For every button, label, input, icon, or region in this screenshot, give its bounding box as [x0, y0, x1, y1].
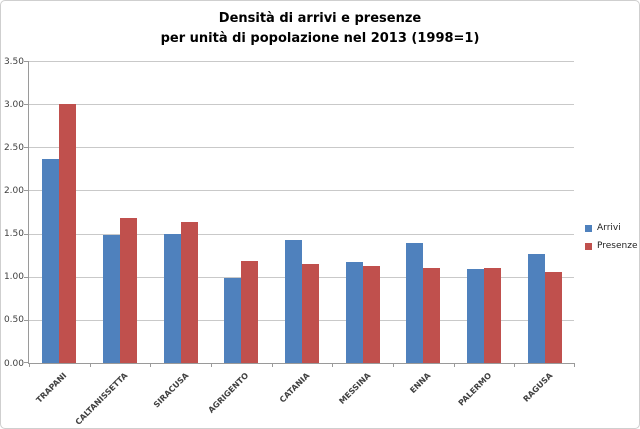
bar-presenze-messina: [362, 266, 380, 363]
x-axis-tick-0: [29, 363, 30, 367]
y-axis-tick-2.00: [24, 190, 29, 192]
y-axis-tick-0.50: [24, 319, 29, 321]
x-axis-tick-5: [332, 363, 334, 367]
bar-arrivi-siracusa: [163, 234, 181, 363]
bar-arrivi-palermo: [466, 268, 484, 363]
gridline-3.00: [29, 104, 574, 106]
chart-title: Densità di arrivi e presenze per unità d…: [1, 9, 639, 49]
bar-group-messina: [332, 62, 393, 363]
y-tick-label-3.50: 3.50: [3, 56, 24, 67]
bar-arrivi-trapani: [42, 159, 60, 363]
legend: Arrivi Presenze: [585, 223, 638, 259]
y-tick-label-0.50: 0.50: [3, 315, 24, 326]
bar-presenze-agrigento: [241, 261, 259, 363]
x-axis-tick-9: [574, 363, 575, 367]
y-axis-tick-3.50: [24, 61, 29, 62]
legend-item-presenze: Presenze: [585, 241, 638, 251]
legend-swatch-arrivi: [585, 224, 592, 232]
x-axis-tick-6: [393, 363, 394, 367]
y-axis-tick-1.00: [24, 276, 29, 278]
y-axis-tick-1.50: [24, 233, 29, 235]
bar-arrivi-agrigento: [224, 278, 242, 363]
x-tick-label-trapani: TRAPANI: [34, 371, 69, 405]
gridline-1.50: [29, 233, 574, 235]
legend-label-presenze: Presenze: [597, 241, 638, 251]
y-tick-label-1.50: 1.50: [3, 229, 24, 240]
bar-presenze-siracusa: [180, 221, 198, 363]
bar-group-enna: [393, 62, 454, 363]
y-tick-label-0.00: 0.00: [3, 358, 24, 369]
gridline-2.50: [29, 147, 574, 149]
y-axis-tick-2.50: [24, 147, 29, 149]
gridline-2.00: [29, 190, 574, 192]
chart-title-line2: per unità di popolazione nel 2013 (1998=…: [160, 31, 480, 46]
x-axis-tick-1: [89, 363, 91, 367]
y-tick-label-3.00: 3.00: [3, 99, 24, 110]
bar-presenze-palermo: [483, 268, 501, 363]
bar-presenze-trapani: [59, 104, 77, 363]
bar-arrivi-enna: [406, 243, 424, 363]
bar-group-palermo: [454, 62, 515, 363]
x-axis-tick-3: [211, 363, 212, 367]
bar-presenze-enna: [423, 268, 441, 363]
y-axis-tick-0.00: [24, 362, 29, 363]
legend-label-arrivi: Arrivi: [597, 223, 621, 233]
bar-group-ragusa: [514, 62, 575, 363]
legend-item-arrivi: Arrivi: [585, 223, 638, 233]
x-axis-tick-4: [271, 363, 273, 367]
chart-title-line1: Densità di arrivi e presenze: [218, 11, 422, 26]
bar-presenze-ragusa: [544, 272, 562, 363]
bar-group-caltanissetta: [90, 62, 151, 363]
legend-swatch-presenze: [585, 242, 592, 250]
bar-presenze-catania: [301, 263, 319, 363]
bar-arrivi-catania: [284, 239, 302, 363]
bar-arrivi-messina: [345, 262, 363, 363]
bar-arrivi-caltanissetta: [102, 235, 120, 363]
bar-group-trapani: [29, 62, 90, 363]
bar-group-siracusa: [150, 62, 211, 363]
plot-area: [24, 61, 575, 367]
y-tick-label-1.00: 1.00: [3, 272, 24, 283]
bar-group-catania: [272, 62, 333, 363]
gridline-3.50: [29, 61, 574, 62]
x-axis-tick-8: [514, 363, 516, 367]
y-tick-label-2.00: 2.00: [3, 185, 24, 196]
y-axis-tick-3.00: [24, 104, 29, 106]
y-tick-label-2.50: 2.50: [3, 142, 24, 153]
bar-group-agrigento: [211, 62, 272, 363]
bar-arrivi-ragusa: [527, 254, 545, 363]
x-axis-tick-7: [453, 363, 455, 367]
bar-presenze-caltanissetta: [119, 218, 137, 363]
x-axis-tick-2: [150, 363, 152, 367]
